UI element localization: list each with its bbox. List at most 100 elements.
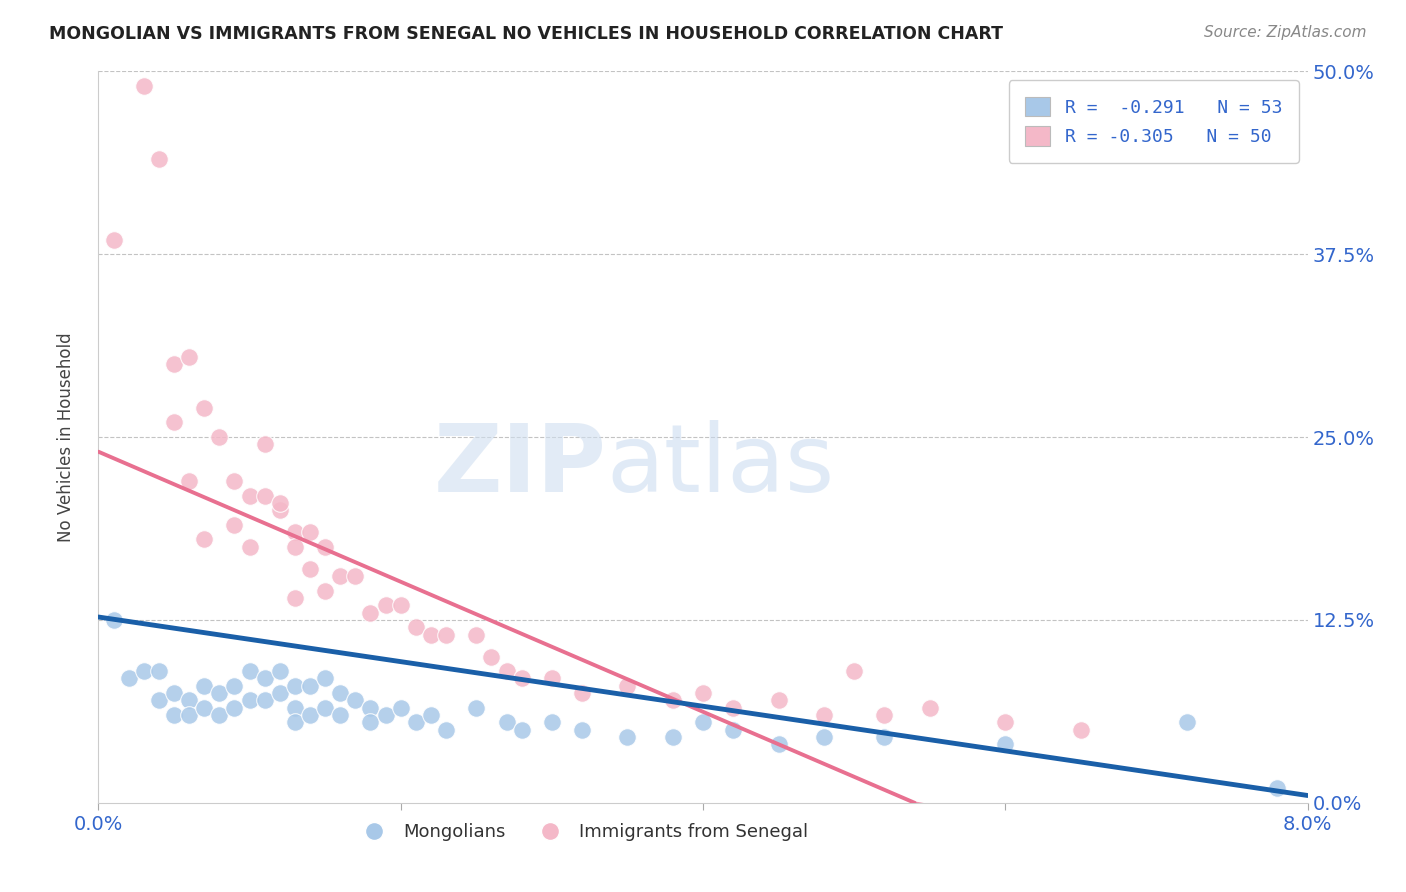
Point xyxy=(299,679,322,693)
Point xyxy=(314,583,336,598)
Point xyxy=(481,649,503,664)
Point xyxy=(179,708,201,723)
Point xyxy=(299,708,322,723)
Point xyxy=(344,693,367,707)
Point xyxy=(284,540,307,554)
Point xyxy=(284,700,307,714)
Point xyxy=(571,686,593,700)
Point xyxy=(510,672,533,686)
Point xyxy=(1175,715,1198,730)
Point xyxy=(360,700,382,714)
Point xyxy=(284,525,307,540)
Point xyxy=(208,430,231,444)
Point xyxy=(284,679,307,693)
Point xyxy=(616,730,638,744)
Point xyxy=(193,679,215,693)
Point xyxy=(179,474,201,488)
Point xyxy=(224,700,246,714)
Point xyxy=(163,686,186,700)
Point xyxy=(239,664,262,678)
Point xyxy=(329,686,352,700)
Point xyxy=(148,152,170,166)
Text: ZIP: ZIP xyxy=(433,420,606,512)
Point xyxy=(434,723,457,737)
Point xyxy=(420,708,443,723)
Point xyxy=(329,569,352,583)
Point xyxy=(224,517,246,532)
Point xyxy=(299,562,322,576)
Point xyxy=(405,715,427,730)
Point xyxy=(103,233,125,247)
Point xyxy=(873,730,896,744)
Point xyxy=(314,540,336,554)
Point xyxy=(813,708,835,723)
Point xyxy=(284,591,307,605)
Point xyxy=(360,715,382,730)
Text: atlas: atlas xyxy=(606,420,835,512)
Point xyxy=(253,437,276,451)
Point xyxy=(193,401,215,415)
Point xyxy=(873,708,896,723)
Point xyxy=(661,730,683,744)
Point xyxy=(329,708,352,723)
Point xyxy=(163,708,186,723)
Point xyxy=(239,540,262,554)
Point xyxy=(239,489,262,503)
Point xyxy=(224,679,246,693)
Point xyxy=(179,350,201,364)
Point xyxy=(918,700,941,714)
Point xyxy=(994,737,1017,751)
Point xyxy=(389,599,412,613)
Point xyxy=(163,416,186,430)
Point xyxy=(844,664,866,678)
Point xyxy=(434,627,457,641)
Point xyxy=(253,672,276,686)
Point xyxy=(314,700,336,714)
Point xyxy=(616,679,638,693)
Point xyxy=(269,503,291,517)
Point xyxy=(510,723,533,737)
Point xyxy=(813,730,835,744)
Point xyxy=(360,606,382,620)
Point xyxy=(723,723,745,737)
Point xyxy=(208,708,231,723)
Point xyxy=(269,686,291,700)
Point xyxy=(692,686,714,700)
Point xyxy=(103,613,125,627)
Legend: Mongolians, Immigrants from Senegal: Mongolians, Immigrants from Senegal xyxy=(349,816,815,848)
Point xyxy=(374,599,396,613)
Point xyxy=(1267,781,1289,796)
Point xyxy=(314,672,336,686)
Point xyxy=(1070,723,1092,737)
Point xyxy=(163,357,186,371)
Text: MONGOLIAN VS IMMIGRANTS FROM SENEGAL NO VEHICLES IN HOUSEHOLD CORRELATION CHART: MONGOLIAN VS IMMIGRANTS FROM SENEGAL NO … xyxy=(49,25,1004,43)
Point xyxy=(723,700,745,714)
Point xyxy=(148,664,170,678)
Point xyxy=(344,569,367,583)
Point xyxy=(132,78,155,93)
Point xyxy=(269,664,291,678)
Point xyxy=(405,620,427,634)
Point xyxy=(208,686,231,700)
Point xyxy=(994,715,1017,730)
Point xyxy=(224,474,246,488)
Point xyxy=(253,489,276,503)
Point xyxy=(389,700,412,714)
Point xyxy=(193,533,215,547)
Point xyxy=(768,693,790,707)
Point xyxy=(540,672,562,686)
Point xyxy=(420,627,443,641)
Point xyxy=(465,627,488,641)
Text: Source: ZipAtlas.com: Source: ZipAtlas.com xyxy=(1204,25,1367,40)
Point xyxy=(148,693,170,707)
Point xyxy=(540,715,562,730)
Y-axis label: No Vehicles in Household: No Vehicles in Household xyxy=(56,332,75,542)
Point xyxy=(193,700,215,714)
Point xyxy=(179,693,201,707)
Point xyxy=(495,664,517,678)
Point xyxy=(571,723,593,737)
Point xyxy=(132,664,155,678)
Point xyxy=(692,715,714,730)
Point xyxy=(253,693,276,707)
Point xyxy=(495,715,517,730)
